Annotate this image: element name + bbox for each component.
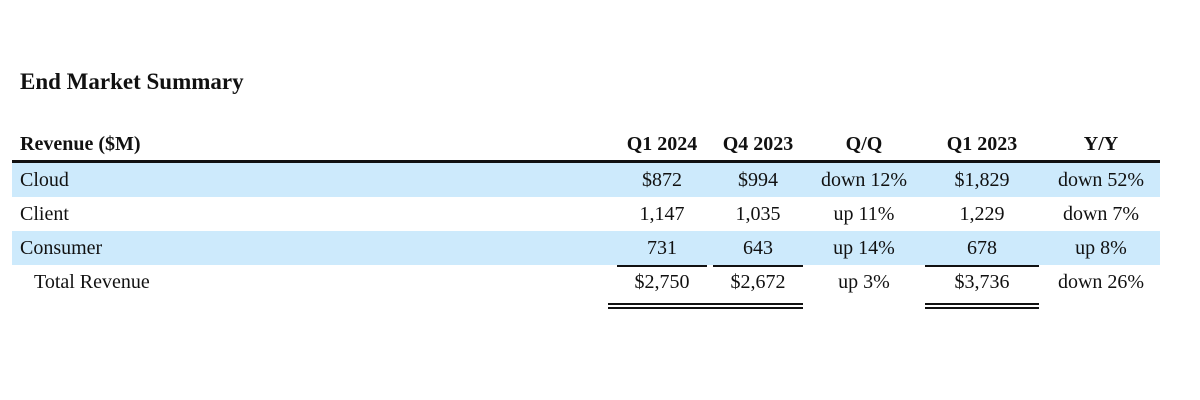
total-qq: up 3% xyxy=(838,270,890,293)
cell-q4-2023: 643 xyxy=(710,231,806,265)
total-q1-2024-cell: $2,750 xyxy=(608,265,710,309)
cell-q1-2023: $1,829 xyxy=(922,161,1042,197)
cell-q1-2023: 678 xyxy=(922,231,1042,265)
header-qq: Q/Q xyxy=(806,128,922,163)
subtotal-rule xyxy=(713,265,803,267)
cell-yy: down 52% xyxy=(1042,161,1160,197)
total-q4-2023-cell: $2,672 xyxy=(704,265,806,309)
cell-q4-2023: 1,035 xyxy=(735,202,781,225)
header-yy: Y/Y xyxy=(1042,128,1160,163)
double-underline xyxy=(608,303,707,309)
total-row: Total Revenue $2,750 $2,672 up 3% $3,736… xyxy=(12,265,1160,309)
total-yy: down 26% xyxy=(1057,270,1145,293)
table-row: Client 1,147 1,035 up 11% 1,229 down 7% xyxy=(12,197,1160,231)
header-q1-2024: Q1 2024 xyxy=(614,128,710,163)
total-label: Total Revenue xyxy=(34,270,150,293)
header-q4-2023: Q4 2023 xyxy=(710,128,806,163)
cell-q1-2023: 1,229 xyxy=(959,202,1005,225)
subtotal-rule xyxy=(925,265,1039,267)
cell-yy: down 7% xyxy=(1062,202,1140,225)
table-row: Consumer 731 643 up 14% 678 up 8% xyxy=(12,231,1160,265)
header-revenue: Revenue ($M) xyxy=(12,128,614,163)
cell-qq: down 12% xyxy=(806,161,922,197)
table-header-row: Revenue ($M) Q1 2024 Q4 2023 Q/Q Q1 2023… xyxy=(12,128,1160,163)
cell-q1-2024: $872 xyxy=(614,161,710,197)
subtotal-rule xyxy=(617,265,707,267)
double-underline xyxy=(925,303,1039,309)
header-q1-2023: Q1 2023 xyxy=(922,128,1042,163)
cell-q1-2024: 731 xyxy=(614,231,710,265)
total-q1-2023-cell: $3,736 xyxy=(922,265,1042,309)
row-label: Consumer xyxy=(12,231,614,265)
double-underline xyxy=(704,303,803,309)
table-row: Cloud $872 $994 down 12% $1,829 down 52% xyxy=(12,161,1160,197)
row-label: Client xyxy=(20,202,69,225)
page-title: End Market Summary xyxy=(20,69,244,94)
cell-yy: up 8% xyxy=(1042,231,1160,265)
total-q4-2023: $2,672 xyxy=(730,270,786,293)
row-label: Cloud xyxy=(12,161,614,197)
end-market-summary-table: Revenue ($M) Q1 2024 Q4 2023 Q/Q Q1 2023… xyxy=(12,128,1160,309)
total-q1-2023: $3,736 xyxy=(954,270,1010,293)
cell-qq: up 11% xyxy=(833,202,895,225)
total-q1-2024: $2,750 xyxy=(634,270,690,293)
cell-q1-2024: 1,147 xyxy=(639,202,685,225)
cell-qq: up 14% xyxy=(806,231,922,265)
cell-q4-2023: $994 xyxy=(710,161,806,197)
